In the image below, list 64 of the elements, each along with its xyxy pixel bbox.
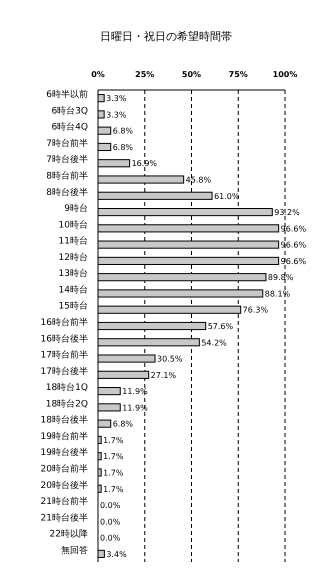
data-label: 0.0% xyxy=(100,534,121,543)
y-tick-label: 19時台後半 xyxy=(40,447,88,458)
y-tick-label: 18時台後半 xyxy=(40,414,88,426)
y-tick-label: 16時台後半 xyxy=(40,333,88,344)
y-tick-label: 20時台前半 xyxy=(40,463,88,474)
y-tick-label: 8時台前半 xyxy=(46,170,88,182)
data-label: 54.2% xyxy=(201,338,228,348)
y-tick-label: 7時台後半 xyxy=(46,154,88,166)
y-tick-label: 21時台前半 xyxy=(40,496,88,508)
x-tick-label: 100% xyxy=(272,70,298,79)
y-tick-label: 10時台 xyxy=(58,219,88,230)
y-tick-label: 9時台 xyxy=(64,203,88,214)
data-label: 11.9% xyxy=(122,387,148,396)
x-tick-label: 25% xyxy=(135,70,154,79)
data-label: 0.0% xyxy=(100,517,121,526)
data-label: 3.3% xyxy=(106,94,127,104)
y-tick-label: 13時台 xyxy=(58,268,88,280)
data-label: 1.7% xyxy=(103,468,124,478)
x-tick-label: 0% xyxy=(91,70,105,79)
title: 日曜日・祝日の希望時間帯 xyxy=(100,30,232,43)
data-label: 30.5% xyxy=(157,354,183,364)
y-tick-label: 15時台 xyxy=(58,300,88,312)
data-label: 1.7% xyxy=(103,484,124,494)
data-label: 96.6% xyxy=(280,256,306,266)
y-tick-label: 6時半以前 xyxy=(46,89,88,100)
y-tick-label: 11時台 xyxy=(58,236,88,247)
data-label: 76.3% xyxy=(242,306,268,315)
y-tick-label: 12時台 xyxy=(58,252,88,263)
y-tick-label: 19時台前半 xyxy=(40,430,88,442)
y-tick-label: 21時台後半 xyxy=(40,512,88,524)
y-tick-label: 14時台 xyxy=(58,284,88,296)
data-label: 11.9% xyxy=(122,403,148,412)
y-tick-label: 18時台1Q xyxy=(46,382,88,394)
data-label: 96.6% xyxy=(280,240,306,250)
data-label: 6.8% xyxy=(112,420,134,429)
data-label: 88.1% xyxy=(264,289,291,298)
y-tick-label: 8時台後半 xyxy=(46,186,88,198)
data-label: 6.8% xyxy=(112,142,134,152)
data-label: 96.6% xyxy=(280,224,306,234)
data-label: 27.1% xyxy=(150,370,176,380)
data-label: 93.2% xyxy=(274,208,300,218)
y-tick-label: 22時以降 xyxy=(50,528,88,540)
y-tick-label: 20時台後半 xyxy=(40,480,88,491)
data-label: 6.8% xyxy=(112,126,134,136)
y-tick-label: 無回答 xyxy=(61,544,88,556)
y-tick-label: 16時台前半 xyxy=(40,317,88,328)
x-tick-label: 75% xyxy=(228,70,248,79)
y-tick-label: 18時台2Q xyxy=(46,398,88,410)
data-label: 45.8% xyxy=(186,176,212,185)
y-tick-label: 6時台4Q xyxy=(51,122,88,133)
data-label: 89.8% xyxy=(268,273,294,282)
y-tick-label: 7時台前半 xyxy=(46,138,88,149)
data-label: 57.6% xyxy=(208,322,234,331)
data-label: 16.9% xyxy=(132,159,158,168)
data-label: 3.3% xyxy=(106,110,127,120)
y-tick-label: 17時台前半 xyxy=(40,350,88,361)
x-tick-label: 50% xyxy=(182,70,202,79)
data-label: 1.7% xyxy=(103,452,124,462)
data-label: 3.4% xyxy=(106,550,128,559)
y-tick-label: 17時台後半 xyxy=(40,366,88,377)
y-tick-label: 6時台3Q xyxy=(51,105,88,116)
data-label: 1.7% xyxy=(103,436,124,445)
data-label: 0.0% xyxy=(100,501,121,510)
data-label: 61.0% xyxy=(214,192,240,201)
